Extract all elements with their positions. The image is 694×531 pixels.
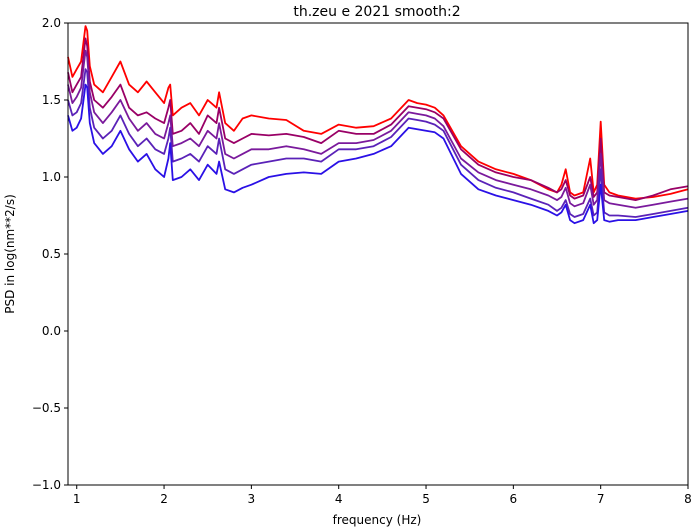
x-axis-title: frequency (Hz) — [333, 513, 422, 527]
x-tick-label: 2 — [160, 492, 168, 506]
series-line-1 — [67, 25, 689, 200]
plot-frame — [67, 22, 689, 486]
y-tick-label: −0.5 — [32, 401, 61, 415]
y-tick-label: 1.5 — [42, 93, 61, 107]
y-tick-label: 0.5 — [42, 247, 61, 261]
x-tick-label: 7 — [597, 492, 605, 506]
x-tick-label: 5 — [422, 492, 430, 506]
y-tick-label: 1.0 — [42, 170, 61, 184]
x-tick-label: 4 — [335, 492, 343, 506]
chart-title: th.zeu e 2021 smooth:2 — [293, 4, 460, 20]
x-tick-label: 1 — [73, 492, 81, 506]
series-layer — [67, 25, 689, 225]
x-tick-label: 8 — [684, 492, 692, 506]
y-axis-title: PSD in log(nm**2/s) — [3, 194, 17, 314]
y-tick-label: −1.0 — [32, 478, 61, 492]
y-tick-label: 0.0 — [42, 324, 61, 338]
y-tick-label: 2.0 — [42, 16, 61, 30]
series-line-5 — [67, 83, 689, 225]
series-line-2 — [67, 37, 689, 201]
y-axis: −1.0 −0.5 0.0 0.5 1.0 1.5 2.0 — [32, 16, 68, 492]
series-line-3 — [67, 49, 689, 209]
x-tick-label: 3 — [248, 492, 256, 506]
x-axis: 1 2 3 4 5 6 7 8 — [73, 485, 692, 506]
series-line-4 — [67, 68, 689, 218]
x-tick-label: 6 — [510, 492, 518, 506]
